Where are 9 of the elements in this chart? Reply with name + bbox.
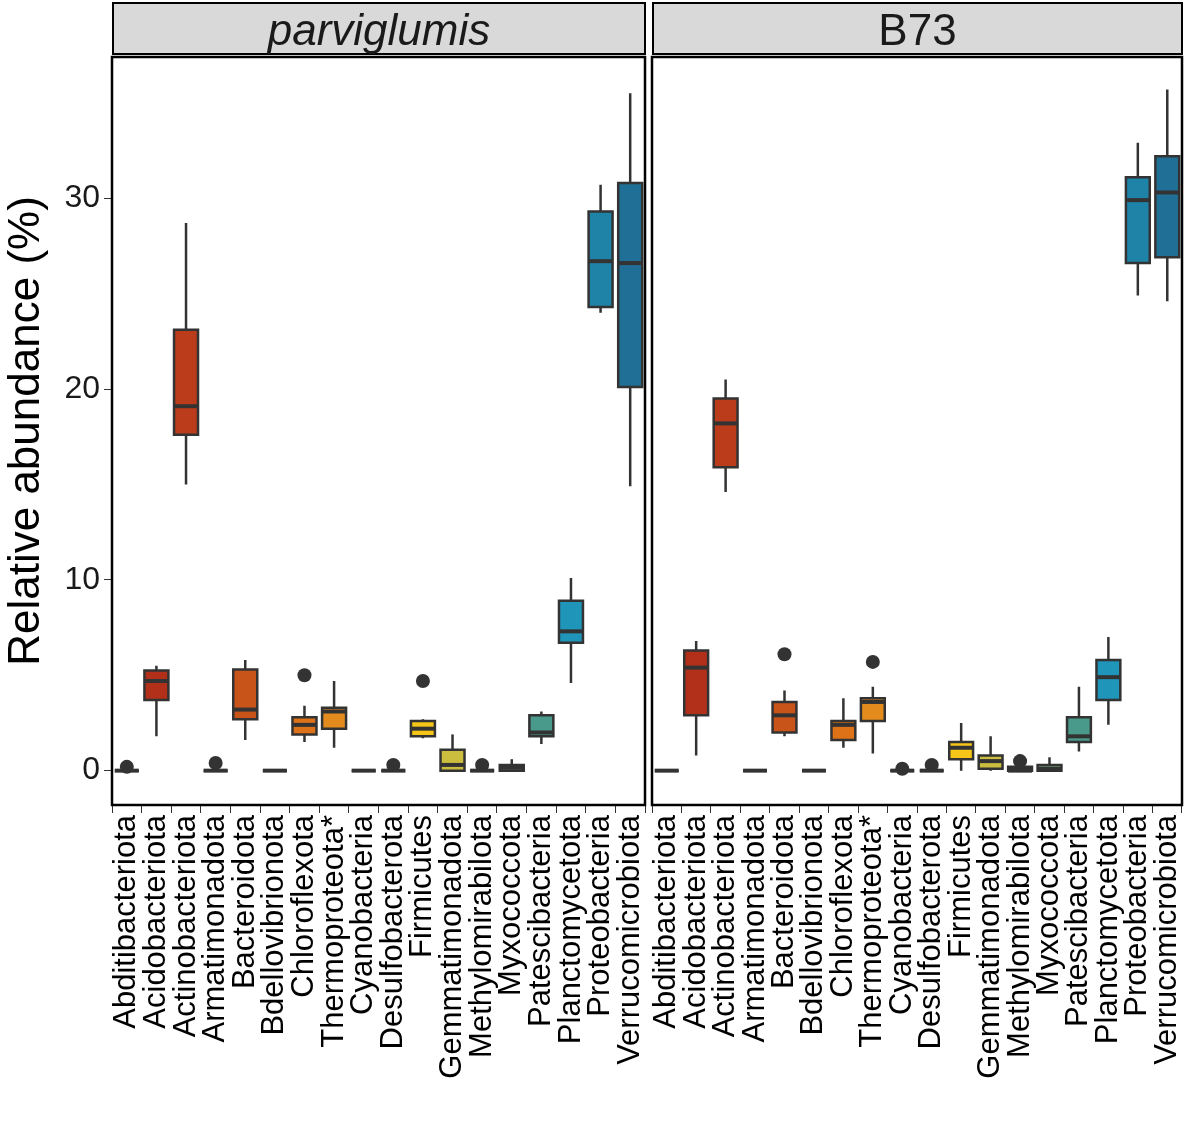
- y-axis-title: Relative abundance (%): [0, 196, 48, 666]
- chart-title: B73: [652, 2, 1183, 55]
- x-tick-label: Verrucomicrobiota: [1147, 814, 1183, 1065]
- y-tick-label: 20: [64, 368, 100, 405]
- y-tick-label: 30: [64, 178, 100, 215]
- y-tick-label: 0: [82, 750, 100, 787]
- chart-title: parviglumis: [112, 2, 646, 55]
- y-tick-label: 10: [64, 559, 100, 596]
- x-tick-label: Verrucomicrobiota: [610, 814, 646, 1065]
